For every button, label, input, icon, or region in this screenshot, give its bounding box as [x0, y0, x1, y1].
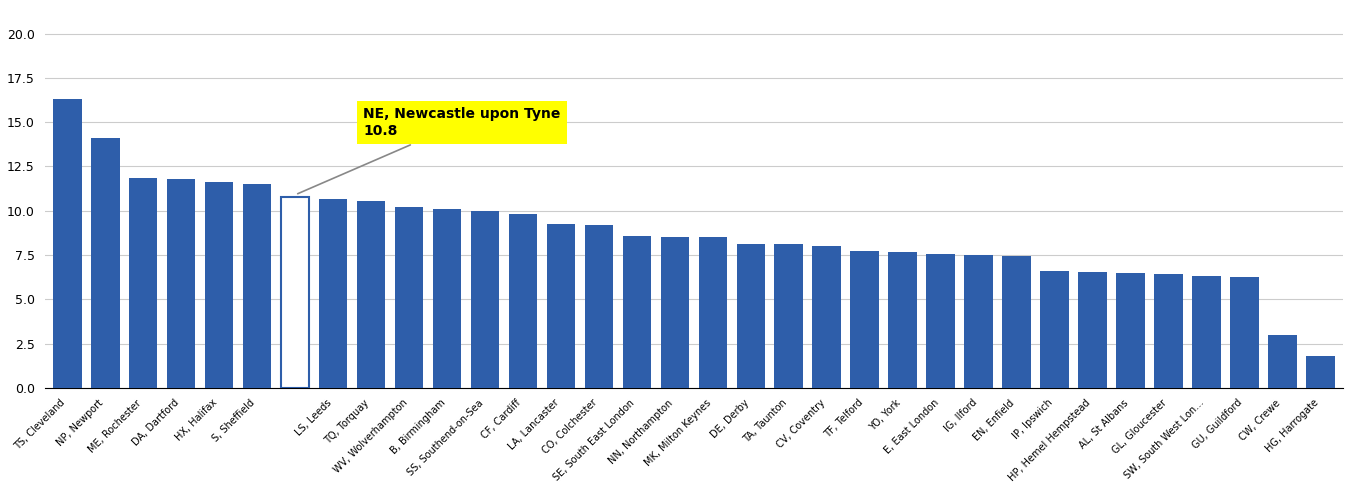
- Bar: [356, 201, 385, 388]
- Bar: [1192, 276, 1220, 388]
- Bar: [1268, 335, 1296, 388]
- Bar: [926, 254, 954, 388]
- Bar: [964, 255, 992, 388]
- Bar: [53, 99, 81, 388]
- Bar: [90, 138, 120, 388]
- Bar: [622, 236, 651, 388]
- Bar: [1002, 256, 1031, 388]
- Bar: [1230, 277, 1258, 388]
- Bar: [1079, 272, 1107, 388]
- Bar: [167, 179, 196, 388]
- Bar: [775, 245, 803, 388]
- Bar: [850, 251, 879, 388]
- Bar: [1154, 274, 1183, 388]
- Text: NE, Newcastle upon Tyne
10.8: NE, Newcastle upon Tyne 10.8: [298, 107, 560, 194]
- Bar: [1116, 273, 1145, 388]
- Bar: [394, 207, 424, 388]
- Bar: [205, 181, 234, 388]
- Bar: [281, 196, 309, 388]
- Bar: [698, 237, 728, 388]
- Bar: [737, 244, 765, 388]
- Bar: [471, 211, 500, 388]
- Bar: [1305, 356, 1335, 388]
- Bar: [1041, 271, 1069, 388]
- Bar: [660, 237, 688, 388]
- Bar: [585, 225, 613, 388]
- Bar: [509, 214, 537, 388]
- Bar: [547, 224, 575, 388]
- Bar: [433, 209, 462, 388]
- Bar: [243, 184, 271, 388]
- Bar: [888, 252, 917, 388]
- Bar: [813, 246, 841, 388]
- Bar: [319, 199, 347, 388]
- Bar: [130, 178, 158, 388]
